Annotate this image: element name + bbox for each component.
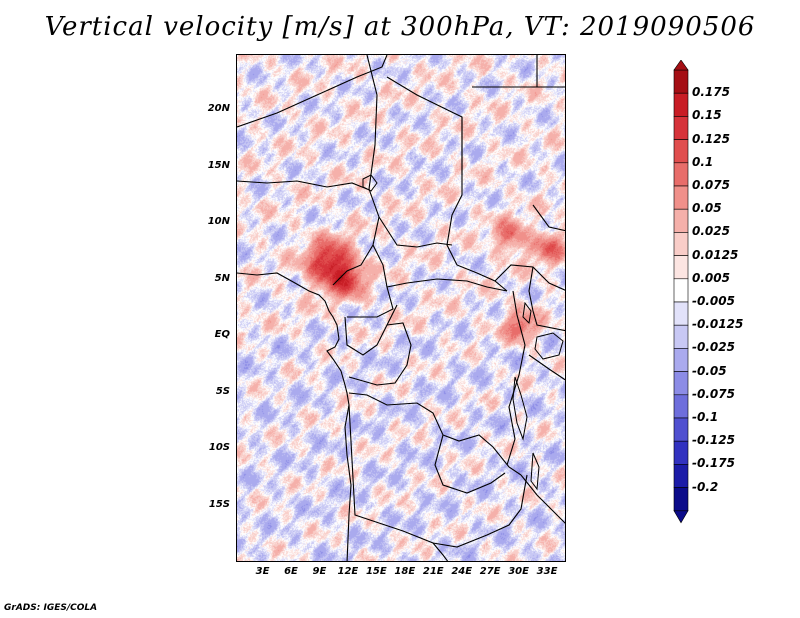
colorbar-segment xyxy=(673,139,689,164)
colorbar-segment xyxy=(673,371,689,396)
border-chad-car xyxy=(378,216,453,248)
border-congo-gabon xyxy=(344,304,398,356)
x-tick-label: 27E xyxy=(479,566,501,577)
colorbar-label: 0.1 xyxy=(692,154,714,169)
coastline-west xyxy=(237,272,352,561)
colorbar-segment xyxy=(673,487,689,512)
colorbar-label: -0.125 xyxy=(692,433,735,448)
colorbar-label: -0.05 xyxy=(692,363,727,378)
colorbar-label: -0.2 xyxy=(692,479,719,494)
border-car-drc xyxy=(386,278,508,292)
vertical-velocity-field xyxy=(237,55,565,561)
border-niger-nigeria xyxy=(237,180,368,190)
x-tick-label: 12E xyxy=(337,566,359,577)
x-tick-label: 15E xyxy=(365,566,387,577)
border-zambia-south xyxy=(432,474,528,548)
colorbar-label: 0.005 xyxy=(692,270,730,285)
credit-footer: GrADS: IGES/COLA xyxy=(4,603,98,613)
colorbar-segment xyxy=(673,394,689,419)
colorbar-segment xyxy=(673,348,689,372)
border-zambia-drc xyxy=(434,434,506,494)
x-tick-label: 18E xyxy=(394,566,416,577)
colorbar-segment xyxy=(673,301,689,326)
lake-chad xyxy=(362,174,378,192)
border-tanzania xyxy=(528,354,565,381)
colorbar-label: -0.075 xyxy=(692,386,735,401)
colorbar-segment xyxy=(673,185,689,210)
border-nigeria-cameroon xyxy=(332,188,380,286)
border-uganda-kenya xyxy=(528,266,565,332)
colorbar-segment xyxy=(673,324,689,349)
colorbar-label: -0.175 xyxy=(692,456,735,471)
colorbar-label: 0.025 xyxy=(692,224,730,239)
colorbar-label: 0.125 xyxy=(692,131,730,146)
colorbar-segment xyxy=(673,208,689,233)
x-tick-label: 6E xyxy=(284,566,298,577)
colorbar-bottom-arrow xyxy=(673,510,689,524)
border-south-sudan xyxy=(494,264,565,291)
map-plot-area xyxy=(236,54,566,562)
border-car-cameroon xyxy=(347,244,394,318)
colorbar-label: 0.0125 xyxy=(692,247,739,262)
y-tick-label: 20N xyxy=(207,103,230,115)
y-tick-label: 15N xyxy=(207,159,230,171)
colorbar-label: 0.175 xyxy=(692,85,730,100)
y-tick-label: 5N xyxy=(214,272,230,284)
y-tick-label: 10N xyxy=(207,216,230,228)
x-tick-label: 3E xyxy=(255,566,270,577)
lake-malawi xyxy=(530,452,540,491)
border-congo-drc xyxy=(348,322,412,386)
boundary-overlay xyxy=(237,55,565,561)
lake-tanganyika xyxy=(512,376,528,441)
border-mozambique xyxy=(520,474,565,524)
map-title: Vertical velocity [m/s] at 300hPa, VT: 2… xyxy=(44,12,756,42)
border-ethiopia xyxy=(532,204,565,232)
x-tick-label: 9E xyxy=(312,566,327,577)
colorbar-top-arrow xyxy=(673,60,689,71)
colorbar-label: -0.1 xyxy=(692,410,719,424)
colorbar-segment xyxy=(673,116,689,140)
colorbar xyxy=(673,60,689,524)
colorbar-segment xyxy=(673,255,689,280)
colorbar-label: -0.0125 xyxy=(692,317,744,332)
colorbar-label: -0.005 xyxy=(692,294,735,308)
colorbar-label: 0.15 xyxy=(692,108,722,123)
border-drc-east xyxy=(506,290,526,466)
colorbar-label: -0.025 xyxy=(692,340,735,355)
x-tick-label: 21E xyxy=(422,566,444,577)
y-tick-label: 10S xyxy=(208,442,230,454)
border-libya-chad xyxy=(386,76,463,175)
colorbar-segment xyxy=(673,278,689,303)
colorbar-segment xyxy=(673,464,689,488)
x-tick-label: 30E xyxy=(508,566,529,577)
border-angola-zambia xyxy=(348,404,449,561)
border-chad-sudan xyxy=(446,117,508,292)
border-drc-angola xyxy=(348,392,522,476)
colorbar-segment xyxy=(673,440,689,465)
colorbar-segment xyxy=(673,92,689,117)
border-niger-algeria xyxy=(237,55,388,128)
lake-albert xyxy=(522,301,532,325)
y-tick-label: 15S xyxy=(208,498,230,510)
y-tick-label: 5S xyxy=(215,385,230,397)
colorbar-segment xyxy=(673,417,689,442)
lake-victoria xyxy=(534,332,564,360)
y-tick-label: EQ xyxy=(214,329,230,341)
colorbar-segment xyxy=(673,232,689,256)
x-tick-label: 33E xyxy=(536,566,558,577)
colorbar-label: 0.05 xyxy=(692,201,722,216)
x-tick-label: 24E xyxy=(451,566,473,577)
colorbar-segment xyxy=(673,162,689,187)
border-niger-chad xyxy=(366,55,378,190)
colorbar-segment xyxy=(673,69,689,94)
colorbar-label: 0.075 xyxy=(692,178,730,192)
